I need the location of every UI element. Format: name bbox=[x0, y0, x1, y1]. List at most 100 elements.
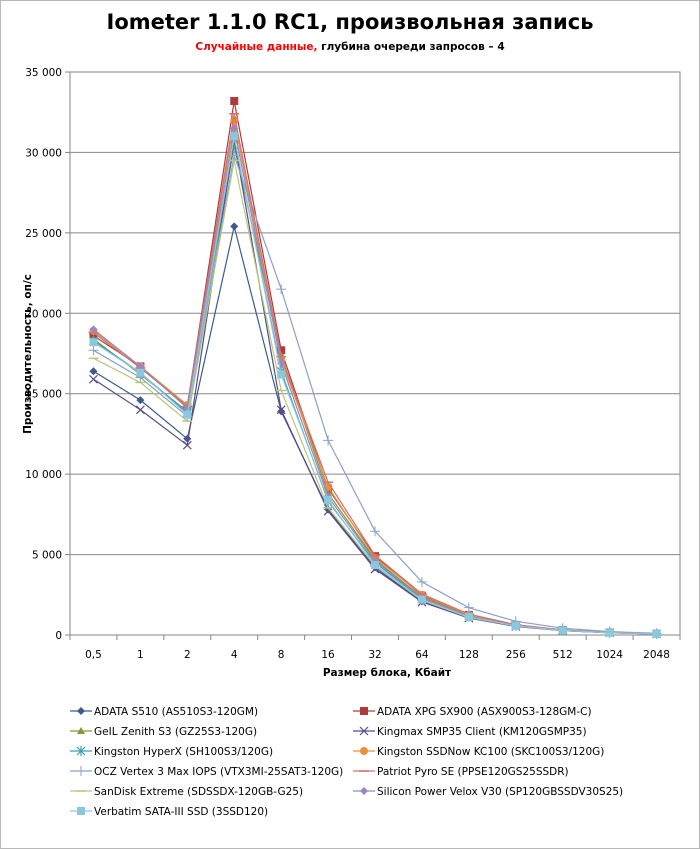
data-point bbox=[416, 576, 427, 587]
x-tick-label: 0,5 bbox=[85, 649, 102, 661]
legend-item: GeIL Zenith S3 (GZ25S3-120G) bbox=[70, 723, 370, 743]
plot-area-border bbox=[69, 71, 681, 636]
chart-title: Iometer 1.1.0 RC1, произвольная запись bbox=[106, 10, 594, 34]
legend-label: Kingmax SMP35 Client (KM120GSMP35) bbox=[377, 726, 587, 738]
data-point bbox=[463, 602, 474, 613]
y-tick-label: 25 000 bbox=[25, 228, 62, 240]
y-tick-label: 0 bbox=[55, 630, 62, 642]
data-point bbox=[182, 440, 192, 450]
x-tick-label: 1 bbox=[137, 649, 144, 661]
data-point bbox=[230, 124, 239, 133]
legend-label: Verbatim SATA-III SSD (3SSD120) bbox=[94, 806, 269, 818]
legend-item: Patriot Pyro SE (PPSE120GS25SSDR) bbox=[353, 763, 653, 783]
legend-swatch bbox=[353, 770, 375, 772]
legend-swatch bbox=[353, 707, 375, 715]
data-point bbox=[89, 338, 98, 347]
data-point bbox=[89, 325, 98, 334]
x-tick-label: 1024 bbox=[596, 649, 623, 661]
x-tick-label: 8 bbox=[278, 649, 285, 661]
data-point bbox=[558, 626, 567, 635]
data-point bbox=[276, 284, 287, 295]
legend-marker bbox=[360, 747, 368, 755]
legend-item: Verbatim SATA-III SSD (3SSD120) bbox=[70, 803, 370, 823]
series-group bbox=[88, 96, 662, 639]
legend-swatch bbox=[70, 727, 92, 734]
data-point bbox=[89, 374, 98, 384]
data-point bbox=[370, 526, 380, 537]
data-point bbox=[277, 346, 286, 355]
data-point bbox=[135, 405, 145, 415]
legend-label: Kingston SSDNow KC100 (SKC100S3/120G) bbox=[377, 746, 605, 758]
x-tick-label: 256 bbox=[506, 649, 526, 661]
data-point bbox=[183, 410, 192, 419]
data-point bbox=[605, 628, 614, 637]
x-tick-label: 2048 bbox=[643, 649, 670, 661]
data-point bbox=[230, 222, 239, 231]
data-point bbox=[230, 96, 239, 105]
legend-label: Kingston HyperX (SH100S3/120G) bbox=[94, 746, 274, 758]
legend-item: Silicon Power Velox V30 (SP120GBSSDV30S2… bbox=[353, 783, 653, 803]
series-11 bbox=[89, 132, 661, 638]
legend-item: Kingston SSDNow KC100 (SKC100S3/120G) bbox=[353, 743, 653, 763]
x-axis-ticks: 0,5 1 2 4 8 16 32 64 128 256 512 1024 2048 bbox=[69, 635, 681, 661]
y-axis-label: Производительность, оп/с bbox=[22, 274, 34, 434]
legend-item: Kingmax SMP35 Client (KM120GSMP35) bbox=[353, 723, 653, 743]
legend-marker bbox=[76, 746, 86, 756]
subtitle-highlight: Случайные данные, bbox=[195, 41, 318, 53]
legend-marker bbox=[76, 766, 86, 776]
legend-swatch bbox=[70, 766, 92, 776]
legend-marker bbox=[77, 707, 85, 715]
data-point bbox=[183, 434, 192, 443]
series-8 bbox=[88, 113, 662, 635]
legend-marker bbox=[77, 727, 85, 734]
data-point bbox=[136, 396, 145, 405]
legend-label: ADATA XPG SX900 (ASX900S3-128GM-C) bbox=[377, 706, 592, 718]
y-tick-label: 10 000 bbox=[25, 469, 62, 481]
legend-label: SanDisk Extreme (SDSSDX-120GB-G25) bbox=[94, 786, 304, 798]
legend-swatch bbox=[70, 707, 92, 715]
x-tick-label: 32 bbox=[368, 649, 381, 661]
data-point bbox=[276, 405, 286, 415]
legend-label: ADATA S510 (AS510S3-120GM) bbox=[94, 706, 259, 718]
chart-subtitle: Случайные данные, глубина очереди запрос… bbox=[0, 41, 700, 53]
legend-label: Silicon Power Velox V30 (SP120GBSSDV30S2… bbox=[377, 786, 624, 798]
data-point bbox=[464, 612, 473, 621]
data-point bbox=[323, 435, 334, 446]
data-point bbox=[230, 132, 239, 141]
legend-label: OCZ Vertex 3 Max IOPS (VTX3MI-25SAT3-120… bbox=[94, 766, 344, 778]
subtitle-rest: глубина очереди запросов – 4 bbox=[321, 41, 505, 53]
y-tick-label: 35 000 bbox=[25, 67, 62, 79]
legend-swatch bbox=[70, 746, 92, 756]
series-line bbox=[93, 226, 657, 635]
legend-item: OCZ Vertex 3 Max IOPS (VTX3MI-25SAT3-120… bbox=[70, 763, 370, 783]
data-point bbox=[230, 116, 239, 125]
data-point bbox=[277, 370, 286, 379]
line-chart: 0 5 000 10 000 15 000 20 000 25 000 30 000 35 0… bbox=[22, 67, 681, 679]
legend-label: Patriot Pyro SE (PPSE120GS25SSDR) bbox=[377, 766, 569, 778]
data-point bbox=[136, 362, 145, 371]
y-axis-ticks: 0 5 000 10 000 15 000 20 000 25 000 30 000 35 0… bbox=[25, 67, 70, 642]
legend-marker bbox=[77, 807, 85, 815]
data-point bbox=[89, 367, 98, 376]
legend-label: GeIL Zenith S3 (GZ25S3-120G) bbox=[94, 726, 258, 738]
series-10 bbox=[89, 124, 661, 638]
legend-swatch bbox=[353, 787, 375, 795]
legend-swatch bbox=[353, 726, 375, 736]
legend-item: ADATA XPG SX900 (ASX900S3-128GM-C) bbox=[353, 703, 653, 723]
x-tick-label: 128 bbox=[459, 649, 479, 661]
legend-swatch bbox=[70, 790, 92, 792]
gridlines bbox=[70, 71, 680, 556]
legend-swatch bbox=[70, 807, 92, 815]
y-tick-label: 30 000 bbox=[25, 147, 62, 159]
legend-marker bbox=[360, 787, 368, 795]
data-point bbox=[417, 595, 426, 604]
data-point bbox=[324, 495, 333, 504]
legend-marker bbox=[359, 726, 369, 736]
legend-marker bbox=[360, 707, 368, 715]
data-point bbox=[136, 368, 145, 377]
x-tick-label: 64 bbox=[415, 649, 429, 661]
x-tick-label: 4 bbox=[231, 649, 238, 661]
data-point bbox=[88, 345, 99, 356]
data-point bbox=[511, 621, 520, 630]
y-tick-label: 20 000 bbox=[25, 308, 62, 320]
